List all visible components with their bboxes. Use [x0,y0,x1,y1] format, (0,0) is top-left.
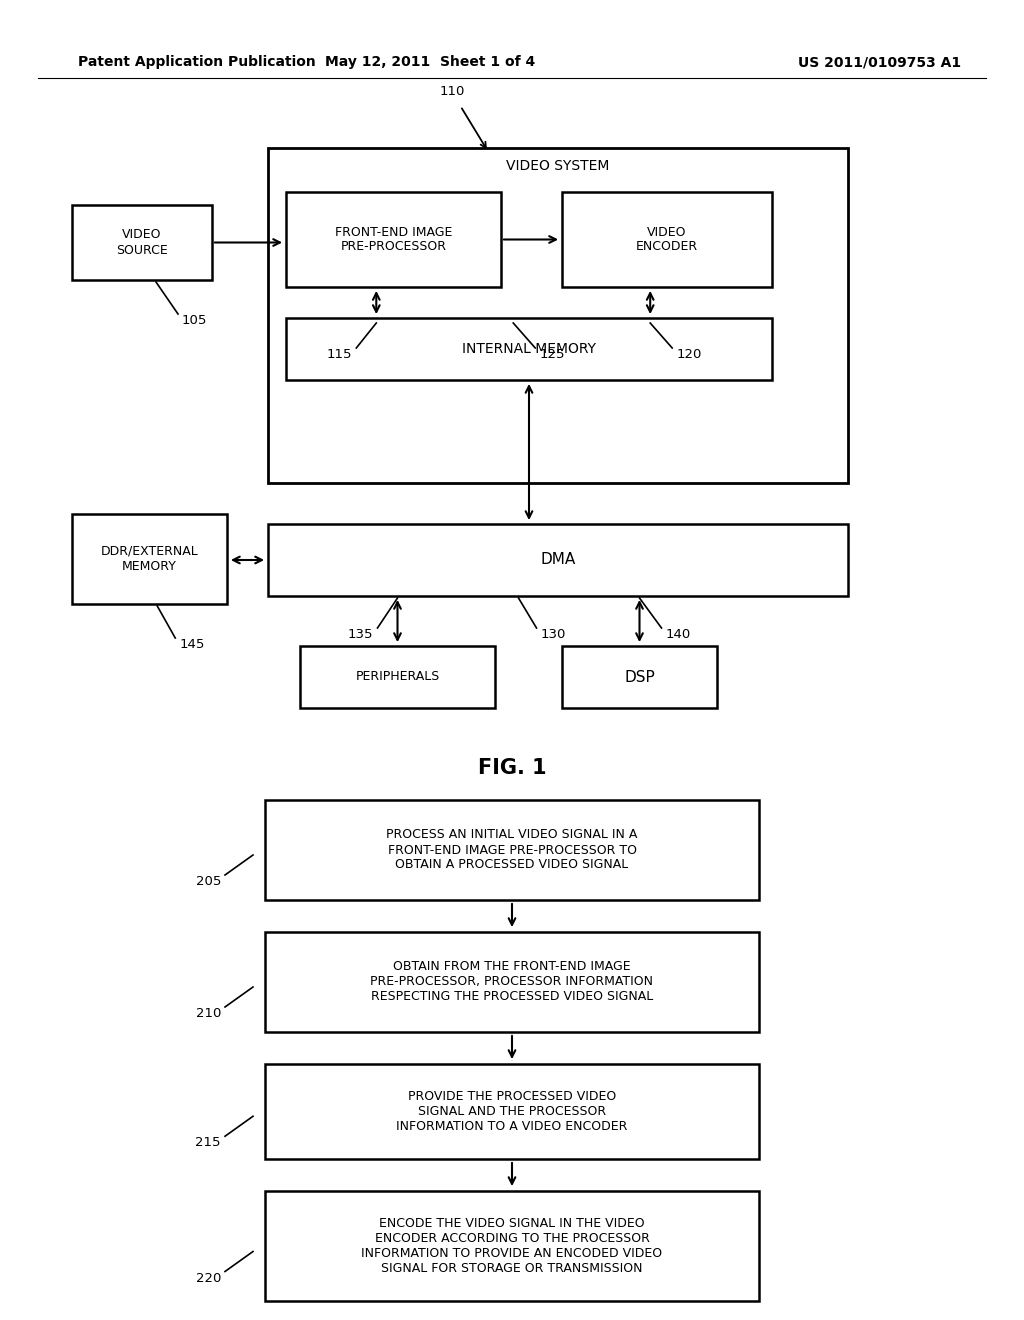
Bar [300,645,495,708]
Text: VIDEO
SOURCE: VIDEO SOURCE [116,228,168,256]
Bar [265,800,759,900]
Text: VIDEO
ENCODER: VIDEO ENCODER [636,226,698,253]
Text: 120: 120 [676,348,701,360]
Bar [265,1064,759,1159]
Text: 125: 125 [540,348,565,360]
Bar [72,513,227,605]
Text: 215: 215 [196,1137,221,1150]
Text: FRONT-END IMAGE
PRE-PROCESSOR: FRONT-END IMAGE PRE-PROCESSOR [335,226,453,253]
Text: 145: 145 [179,638,205,651]
Bar [562,645,717,708]
Text: 130: 130 [541,628,566,642]
Text: 210: 210 [196,1007,221,1020]
Text: PERIPHERALS: PERIPHERALS [355,671,439,684]
Text: ENCODE THE VIDEO SIGNAL IN THE VIDEO
ENCODER ACCORDING TO THE PROCESSOR
INFORMAT: ENCODE THE VIDEO SIGNAL IN THE VIDEO ENC… [361,1217,663,1275]
Text: VIDEO SYSTEM: VIDEO SYSTEM [506,158,609,173]
Text: 205: 205 [196,875,221,888]
Text: May 12, 2011  Sheet 1 of 4: May 12, 2011 Sheet 1 of 4 [325,55,536,69]
Text: INTERNAL MEMORY: INTERNAL MEMORY [462,342,596,356]
Bar [562,191,772,286]
Text: PROCESS AN INITIAL VIDEO SIGNAL IN A
FRONT-END IMAGE PRE-PROCESSOR TO
OBTAIN A P: PROCESS AN INITIAL VIDEO SIGNAL IN A FRO… [386,829,638,871]
Text: DDR/EXTERNAL
MEMORY: DDR/EXTERNAL MEMORY [100,545,199,573]
Text: US 2011/0109753 A1: US 2011/0109753 A1 [799,55,962,69]
Bar [265,932,759,1032]
Text: 220: 220 [196,1271,221,1284]
Text: PROVIDE THE PROCESSED VIDEO
SIGNAL AND THE PROCESSOR
INFORMATION TO A VIDEO ENCO: PROVIDE THE PROCESSED VIDEO SIGNAL AND T… [396,1090,628,1133]
Text: 115: 115 [327,348,352,360]
Text: 110: 110 [439,84,465,98]
Bar [268,148,848,483]
Text: DMA: DMA [541,553,575,568]
Text: Patent Application Publication: Patent Application Publication [78,55,315,69]
Text: 105: 105 [182,314,208,327]
Text: 140: 140 [666,628,691,642]
Text: 135: 135 [348,628,374,642]
Bar [286,318,772,380]
Text: OBTAIN FROM THE FRONT-END IMAGE
PRE-PROCESSOR, PROCESSOR INFORMATION
RESPECTING : OBTAIN FROM THE FRONT-END IMAGE PRE-PROC… [371,961,653,1003]
Bar [268,524,848,597]
Text: DSP: DSP [624,669,655,685]
Bar [72,205,212,280]
Bar [286,191,501,286]
Text: FIG. 1: FIG. 1 [477,758,547,777]
Bar [265,1191,759,1302]
